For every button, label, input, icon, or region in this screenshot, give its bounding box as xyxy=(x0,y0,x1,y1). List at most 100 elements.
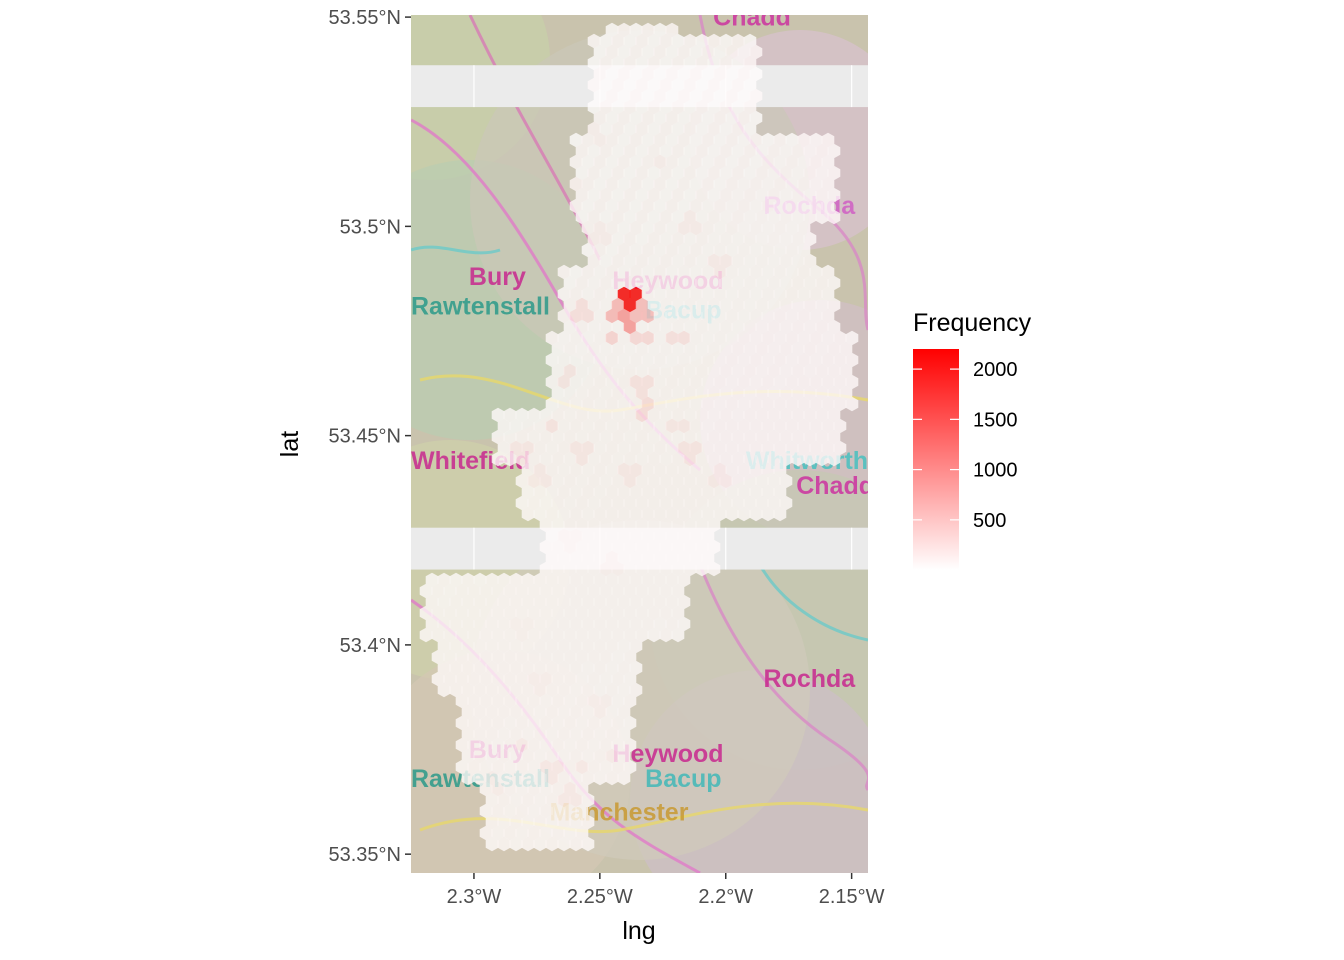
hexbin-cell xyxy=(665,352,679,368)
hexbin-cell xyxy=(707,99,721,115)
hexbin-cell xyxy=(683,143,697,159)
hexbin-cell xyxy=(743,473,757,489)
hexbin-cell xyxy=(569,550,583,566)
hexbin-cell xyxy=(725,264,739,280)
hexbin-cell xyxy=(629,528,643,544)
hexbin-cell xyxy=(503,649,517,665)
hexbin-cell xyxy=(725,286,739,302)
hexbin-cell xyxy=(779,165,793,181)
hexbin-cell xyxy=(683,539,697,555)
hexbin-cell xyxy=(563,693,577,709)
hexbin-cell xyxy=(449,660,463,676)
hexbin-cell xyxy=(575,407,589,423)
hexbin-cell xyxy=(671,341,685,357)
hexbin-cell xyxy=(587,385,601,401)
hexbin-cell xyxy=(557,704,571,720)
hexbin-cell xyxy=(761,396,775,412)
hexbin-cell xyxy=(791,165,805,181)
hexbin-cell xyxy=(767,429,781,445)
hexbin-cell xyxy=(827,319,841,335)
x-tick-label: 2.3°W xyxy=(447,886,502,908)
hexbin-cell xyxy=(431,583,445,599)
hexbin-cell xyxy=(545,770,559,786)
hexbin-cell xyxy=(695,231,709,247)
hexbin-cell xyxy=(521,418,535,434)
hexbin-cell xyxy=(665,374,679,390)
hexbin-cell xyxy=(647,55,661,71)
hexbin-cell xyxy=(497,616,511,632)
hexbin-cell xyxy=(695,275,709,291)
hexbin-cell xyxy=(665,550,679,566)
hexbin-cell xyxy=(749,484,763,500)
map-place-label: Bacup xyxy=(645,765,721,793)
map-place-label: Rawtenstall xyxy=(411,292,550,320)
hexbin-cell xyxy=(515,671,529,687)
hexbin-cell xyxy=(611,341,625,357)
hexbin-cell xyxy=(485,792,499,808)
hexbin-cell xyxy=(551,693,565,709)
hexbin-cell xyxy=(635,363,649,379)
hexbin-cell xyxy=(803,275,817,291)
hexbin-cell xyxy=(551,671,565,687)
hexbin-cell xyxy=(551,473,565,489)
hexbin-cell xyxy=(743,209,757,225)
hexbin-cell xyxy=(581,286,595,302)
hexbin-cell xyxy=(539,627,553,643)
hexbin-cell xyxy=(491,759,505,775)
hexbin-cell xyxy=(749,88,763,104)
hexbin-cell xyxy=(563,517,577,533)
hexbin-cell xyxy=(683,275,697,291)
hexbin-cell xyxy=(683,77,697,93)
hexbin-cell xyxy=(767,275,781,291)
hexbin-cell xyxy=(803,385,817,401)
hexbin-cell xyxy=(719,385,733,401)
hexbin-cell xyxy=(641,462,655,478)
hexbin-cell xyxy=(791,253,805,269)
hexbin-cell xyxy=(611,253,625,269)
hexbin-cell xyxy=(701,550,715,566)
hexbin-cell xyxy=(743,385,757,401)
hexbin-cell xyxy=(623,385,637,401)
hexbin-cell xyxy=(677,264,691,280)
hexbin-cell xyxy=(791,429,805,445)
hexbin-cell xyxy=(653,616,667,632)
hexbin-cell xyxy=(791,143,805,159)
hexbin-cell xyxy=(671,583,685,599)
hexbin-cell xyxy=(623,649,637,665)
hexbin-cell xyxy=(713,440,727,456)
hexbin-cell xyxy=(725,462,739,478)
hexbin-cell xyxy=(587,77,601,93)
y-tick-label: 53.5°N xyxy=(340,216,401,238)
hexbin-cell xyxy=(425,594,439,610)
hexbin-cell xyxy=(689,418,703,434)
legend-title: Frequency xyxy=(913,309,1032,337)
hexbin-cell xyxy=(695,561,709,577)
hexbin-cell xyxy=(773,198,787,214)
hexbin-cell xyxy=(725,418,739,434)
hexbin-cell xyxy=(809,374,823,390)
hexbin-cell xyxy=(569,330,583,346)
hexbin-cell xyxy=(515,649,529,665)
hexbin-cell xyxy=(599,253,613,269)
hexbin-cell xyxy=(509,616,523,632)
hexbin-cell xyxy=(713,462,727,478)
hexbin-cell xyxy=(815,275,829,291)
hexbin-cell xyxy=(575,803,589,819)
hexbin-cell xyxy=(707,275,721,291)
hexbin-cell xyxy=(521,726,535,742)
hexbin-cell xyxy=(455,715,469,731)
hexbin-cell xyxy=(593,242,607,258)
hexbin-cell xyxy=(827,451,841,467)
hexbin-cell xyxy=(605,748,619,764)
hexbin-cell xyxy=(617,286,631,302)
hexbin-cell xyxy=(545,660,559,676)
hexbin-cell xyxy=(785,132,799,148)
hexbin-cell xyxy=(659,297,673,313)
hexbin-cell xyxy=(689,308,703,324)
hexbin-cell xyxy=(533,748,547,764)
hexbin-cell xyxy=(665,440,679,456)
hexbin-cell xyxy=(593,726,607,742)
hexbin-cell xyxy=(623,319,637,335)
hexbin-cell xyxy=(467,715,481,731)
